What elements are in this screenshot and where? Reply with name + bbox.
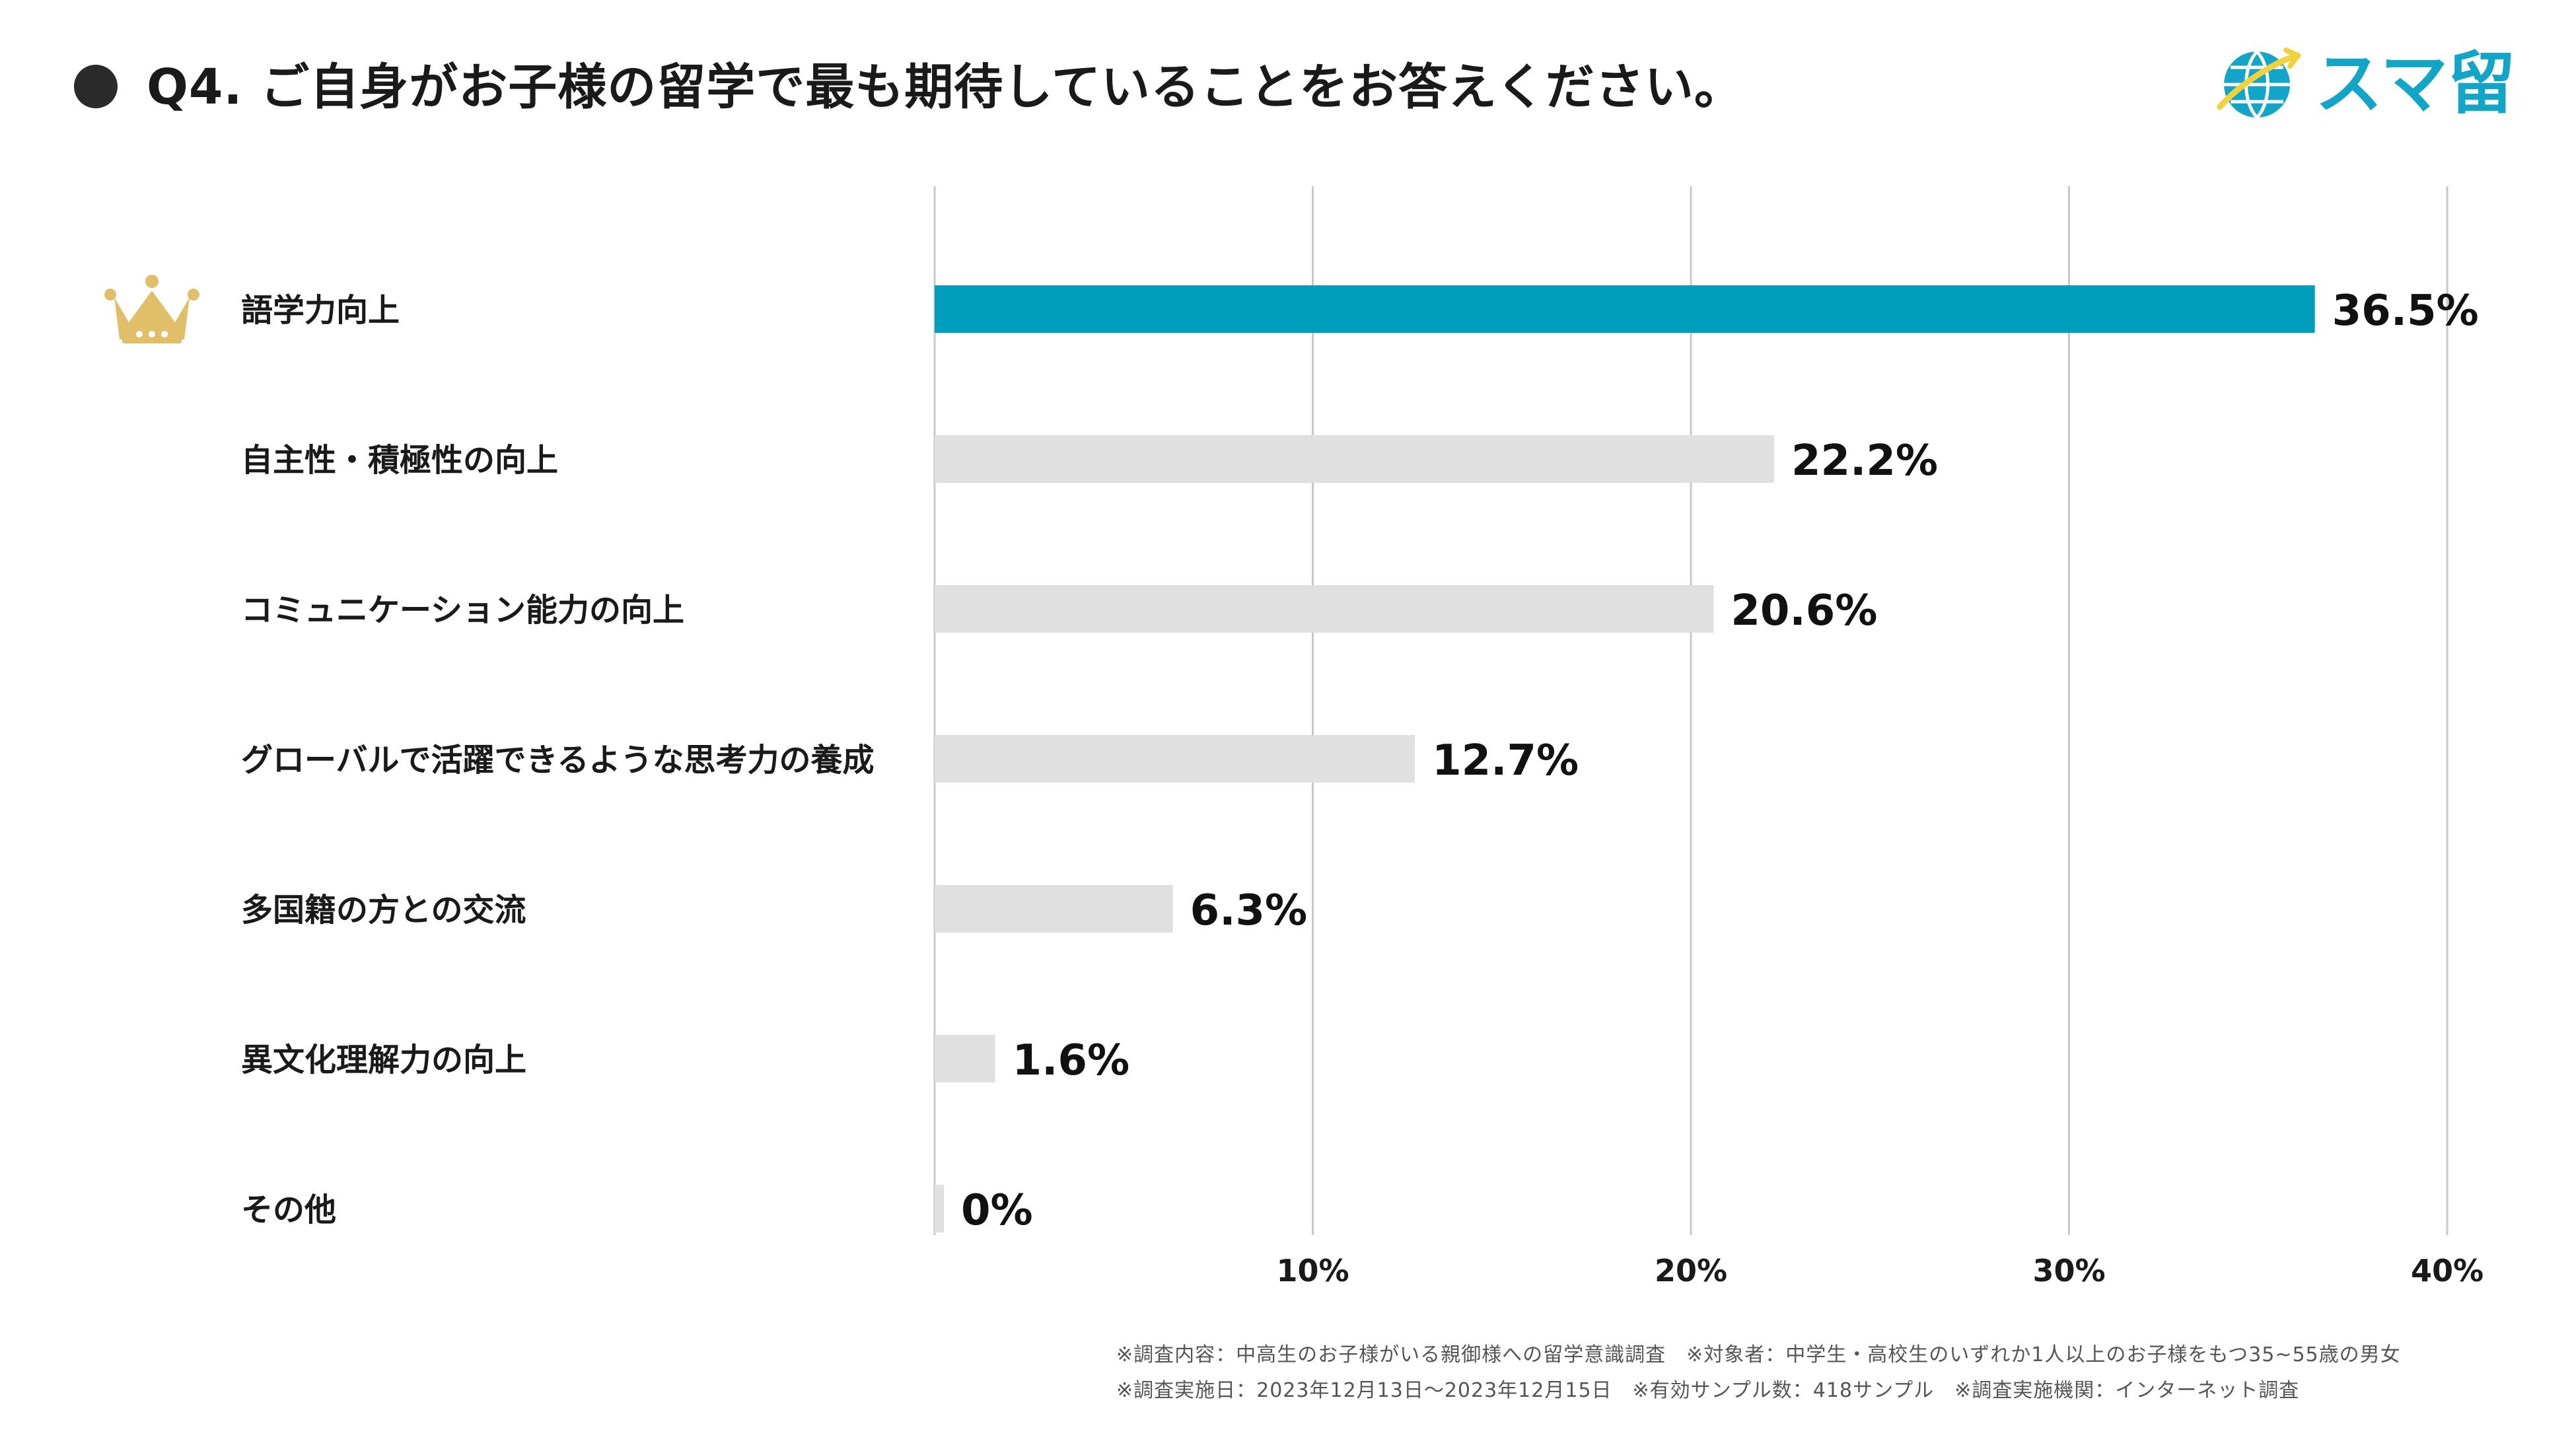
category-label: 異文化理解力の向上 xyxy=(241,1042,526,1078)
category-label: その他 xyxy=(241,1191,336,1228)
x-tick-label: 40% xyxy=(2411,1253,2484,1289)
x-tick-label: 10% xyxy=(1276,1253,1349,1289)
category-label: コミュニケーション能力の向上 xyxy=(241,592,684,629)
value-label: 1.6% xyxy=(1013,1036,1130,1085)
bar xyxy=(935,885,1173,933)
x-tick-label: 20% xyxy=(1655,1253,1727,1289)
bar xyxy=(935,285,2315,333)
x-tick-label: 30% xyxy=(2032,1253,2105,1289)
footnote-survey: ※調査内容：中高生のお子様がいる親御様への留学意識調査 ※対象者：中学生・高校生… xyxy=(1116,1343,2401,1366)
category-label: 多国籍の方との交流 xyxy=(241,892,526,929)
category-label: 語学力向上 xyxy=(241,292,400,329)
logo-text: スマ留 xyxy=(2315,45,2515,124)
page-title: Q4. ご自身がお子様の留学で最も期待していることをお答えください。 xyxy=(147,59,1744,116)
category-label: 自主性・積極性の向上 xyxy=(241,442,558,479)
value-label: 22.2% xyxy=(1791,437,1938,485)
bar xyxy=(935,735,1415,783)
category-label: グローバルで活躍できるような思考力の養成 xyxy=(241,742,875,779)
title-bullet xyxy=(74,65,118,108)
footnote-details: ※調査実施日：2023年12月13日～2023年12月15日 ※有効サンプル数：… xyxy=(1116,1379,2300,1402)
bar xyxy=(935,1035,995,1082)
value-label: 12.7% xyxy=(1432,736,1579,785)
bar xyxy=(935,1185,944,1232)
value-label: 36.5% xyxy=(2332,287,2479,336)
value-label: 20.6% xyxy=(1731,586,1877,635)
globe-logo-icon xyxy=(2217,48,2301,119)
value-label: 0% xyxy=(961,1186,1033,1235)
crown-icon xyxy=(104,275,199,343)
value-label: 6.3% xyxy=(1190,886,1308,935)
bar xyxy=(935,585,1714,633)
bar xyxy=(935,435,1774,483)
brand-logo: スマ留 xyxy=(2216,41,2546,127)
